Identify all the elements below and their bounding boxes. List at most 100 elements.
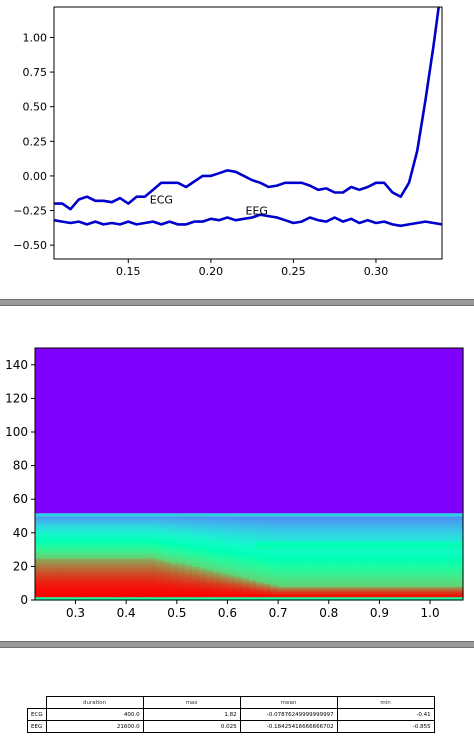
heat-cell xyxy=(220,423,229,426)
heat-cell xyxy=(49,534,57,537)
heat-cell xyxy=(149,401,157,405)
heat-cell xyxy=(63,524,72,527)
heat-cell xyxy=(206,571,214,574)
heat-cell xyxy=(199,551,207,554)
heat-cell xyxy=(256,426,264,430)
heat-cell xyxy=(84,581,93,584)
heat-cell xyxy=(56,534,65,537)
heat-cell xyxy=(163,418,172,421)
heat-cell xyxy=(134,584,143,588)
heat-cell xyxy=(249,477,257,480)
heat-cell xyxy=(234,576,243,579)
heat-cell xyxy=(56,536,65,539)
heat-cell xyxy=(163,479,172,482)
heat-cell xyxy=(206,462,214,465)
heat-cell xyxy=(149,435,157,438)
heat-cell xyxy=(92,522,100,525)
heat-cell xyxy=(213,532,222,536)
heat-cell xyxy=(256,536,264,539)
heat-cell xyxy=(127,400,136,403)
heat-cell xyxy=(213,569,222,573)
heat-cell xyxy=(220,353,229,356)
heat-cell xyxy=(142,364,150,368)
heat-cell xyxy=(220,398,229,401)
heat-cell xyxy=(84,490,93,494)
heat-cell xyxy=(234,542,243,546)
heat-cell xyxy=(184,393,193,396)
heat-cell xyxy=(270,588,279,591)
heat-cell xyxy=(120,586,129,589)
heat-cell xyxy=(184,536,193,539)
panel-divider[interactable] xyxy=(0,299,474,306)
heat-cell xyxy=(177,534,186,537)
heat-cell xyxy=(113,477,122,480)
heat-cell xyxy=(156,536,164,539)
heat-cell xyxy=(120,591,129,594)
heat-cell xyxy=(49,529,57,532)
heat-cell xyxy=(206,504,214,507)
heat-cell xyxy=(120,552,129,556)
heat-cell xyxy=(191,531,200,534)
heat-cell xyxy=(120,393,129,396)
heat-cell xyxy=(63,596,72,599)
heat-cell xyxy=(234,470,243,473)
heat-cell xyxy=(113,398,122,401)
heat-cell xyxy=(92,447,100,450)
heat-cell xyxy=(170,489,179,492)
heat-cell xyxy=(127,475,136,478)
heat-cell xyxy=(142,349,150,352)
heat-cell xyxy=(263,384,271,388)
heat-cell xyxy=(63,403,72,406)
heat-cell xyxy=(263,374,271,378)
heat-cell xyxy=(163,547,172,551)
heat-cell xyxy=(213,433,222,436)
heat-cell xyxy=(156,435,164,438)
heat-cell xyxy=(70,475,79,478)
heat-cell xyxy=(263,363,271,366)
heat-cell xyxy=(220,591,229,594)
heat-cell xyxy=(42,556,50,559)
heat-cell xyxy=(134,472,143,475)
heat-cell xyxy=(263,359,271,363)
heat-cell xyxy=(127,378,136,381)
heat-cell xyxy=(199,440,207,443)
heat-cell xyxy=(234,561,243,564)
heat-cell xyxy=(234,521,243,524)
heat-cell xyxy=(206,379,214,383)
heat-cell xyxy=(77,547,86,551)
heat-cell xyxy=(263,579,271,583)
heat-cell xyxy=(199,401,207,405)
heat-cell xyxy=(99,512,107,515)
heat-cell xyxy=(249,593,257,596)
heat-cell xyxy=(220,472,229,475)
heat-cell xyxy=(106,544,115,547)
heat-cell xyxy=(63,447,72,450)
heat-cell xyxy=(234,588,243,591)
heat-cell xyxy=(99,563,107,566)
heat-cell xyxy=(191,574,200,578)
heat-cell xyxy=(156,369,164,373)
heat-cell xyxy=(177,472,186,475)
heat-cell xyxy=(142,500,150,504)
heat-cell xyxy=(163,532,172,536)
heat-cell xyxy=(113,393,122,396)
heat-cell xyxy=(56,432,65,435)
heat-cell xyxy=(113,559,122,562)
heat-cell xyxy=(92,563,100,566)
heat-cell xyxy=(191,406,200,410)
heat-cell xyxy=(49,447,57,450)
heat-cell xyxy=(70,568,79,571)
heat-cell xyxy=(170,558,179,561)
heat-cell xyxy=(184,369,193,373)
heat-cell xyxy=(199,398,207,401)
heat-cell xyxy=(206,546,214,549)
heat-cell xyxy=(156,361,164,364)
heat-cell xyxy=(56,524,65,527)
heat-cell xyxy=(42,428,50,431)
heat-cell xyxy=(92,593,100,596)
heat-cell xyxy=(77,391,86,394)
heat-cell xyxy=(170,552,179,556)
heat-cell xyxy=(149,574,157,578)
heat-cell xyxy=(213,521,222,524)
heat-cell xyxy=(106,546,115,549)
